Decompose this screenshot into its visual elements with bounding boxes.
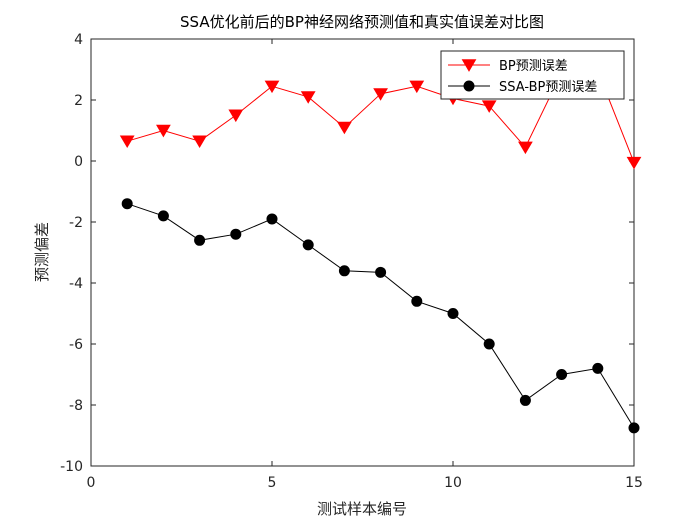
y-tick-label: 4 bbox=[74, 32, 83, 48]
x-tick-label: 0 bbox=[87, 475, 96, 491]
x-tick-label: 10 bbox=[444, 475, 462, 491]
data-point-circle bbox=[375, 266, 387, 278]
legend-marker bbox=[461, 59, 477, 72]
x-tick-label: 5 bbox=[268, 475, 277, 491]
x-axis-label: 测试样本编号 bbox=[317, 500, 407, 518]
y-tick-label: 0 bbox=[74, 154, 83, 170]
data-point-triangle bbox=[300, 91, 316, 104]
data-point-circle bbox=[194, 234, 206, 246]
data-point-circle bbox=[519, 394, 531, 406]
x-tick-label: 15 bbox=[625, 475, 643, 491]
legend-label: SSA-BP预测误差 bbox=[499, 80, 597, 95]
series-2 bbox=[121, 198, 640, 434]
y-tick-label: -6 bbox=[69, 337, 83, 353]
data-point-circle bbox=[302, 239, 314, 251]
data-point-triangle bbox=[156, 124, 171, 138]
data-point-triangle bbox=[228, 109, 244, 123]
data-point-triangle bbox=[626, 156, 642, 170]
y-tick-label: 2 bbox=[74, 93, 83, 109]
data-point-triangle bbox=[409, 80, 425, 94]
data-point-circle bbox=[556, 369, 568, 380]
data-point-circle bbox=[338, 265, 350, 277]
data-point-triangle bbox=[264, 80, 280, 94]
legend-entry: BP预测误差 bbox=[448, 59, 568, 74]
data-point-circle bbox=[483, 338, 495, 350]
legend-box bbox=[440, 50, 625, 100]
data-point-triangle bbox=[119, 135, 135, 149]
chart-title: SSA优化前后的BP神经网络预测值和真实值误差对比图 bbox=[180, 13, 544, 31]
data-point-triangle bbox=[481, 100, 497, 113]
data-point-circle bbox=[628, 422, 640, 434]
data-point-circle bbox=[121, 198, 133, 210]
data-point-circle bbox=[230, 228, 242, 240]
data-point-circle bbox=[592, 362, 604, 374]
y-axis-label: 预测偏差 bbox=[33, 222, 51, 282]
legend: BP预测误差 SSA-BP预测误差 bbox=[440, 50, 625, 100]
legend-marker bbox=[463, 80, 475, 92]
data-point-circle bbox=[157, 210, 169, 222]
data-point-circle bbox=[447, 308, 459, 319]
data-point-circle bbox=[266, 213, 278, 225]
legend-entry: SSA-BP预测误差 bbox=[448, 80, 597, 95]
y-tick-label: -2 bbox=[69, 215, 83, 231]
data-point-triangle bbox=[518, 141, 533, 155]
data-point-triangle bbox=[192, 135, 207, 149]
data-point-triangle bbox=[337, 121, 352, 135]
data-point-circle bbox=[411, 295, 423, 307]
plot-area bbox=[90, 38, 635, 467]
y-tick-label: -8 bbox=[69, 398, 83, 414]
data-point-triangle bbox=[373, 88, 388, 101]
y-tick-label: -10 bbox=[60, 459, 83, 475]
y-tick-label: -4 bbox=[69, 276, 83, 292]
axis-ticks: 0 5 10 15 4 2 0 -2 -4 -6 -8 -10 bbox=[60, 32, 643, 491]
legend-label: BP预测误差 bbox=[499, 59, 568, 74]
